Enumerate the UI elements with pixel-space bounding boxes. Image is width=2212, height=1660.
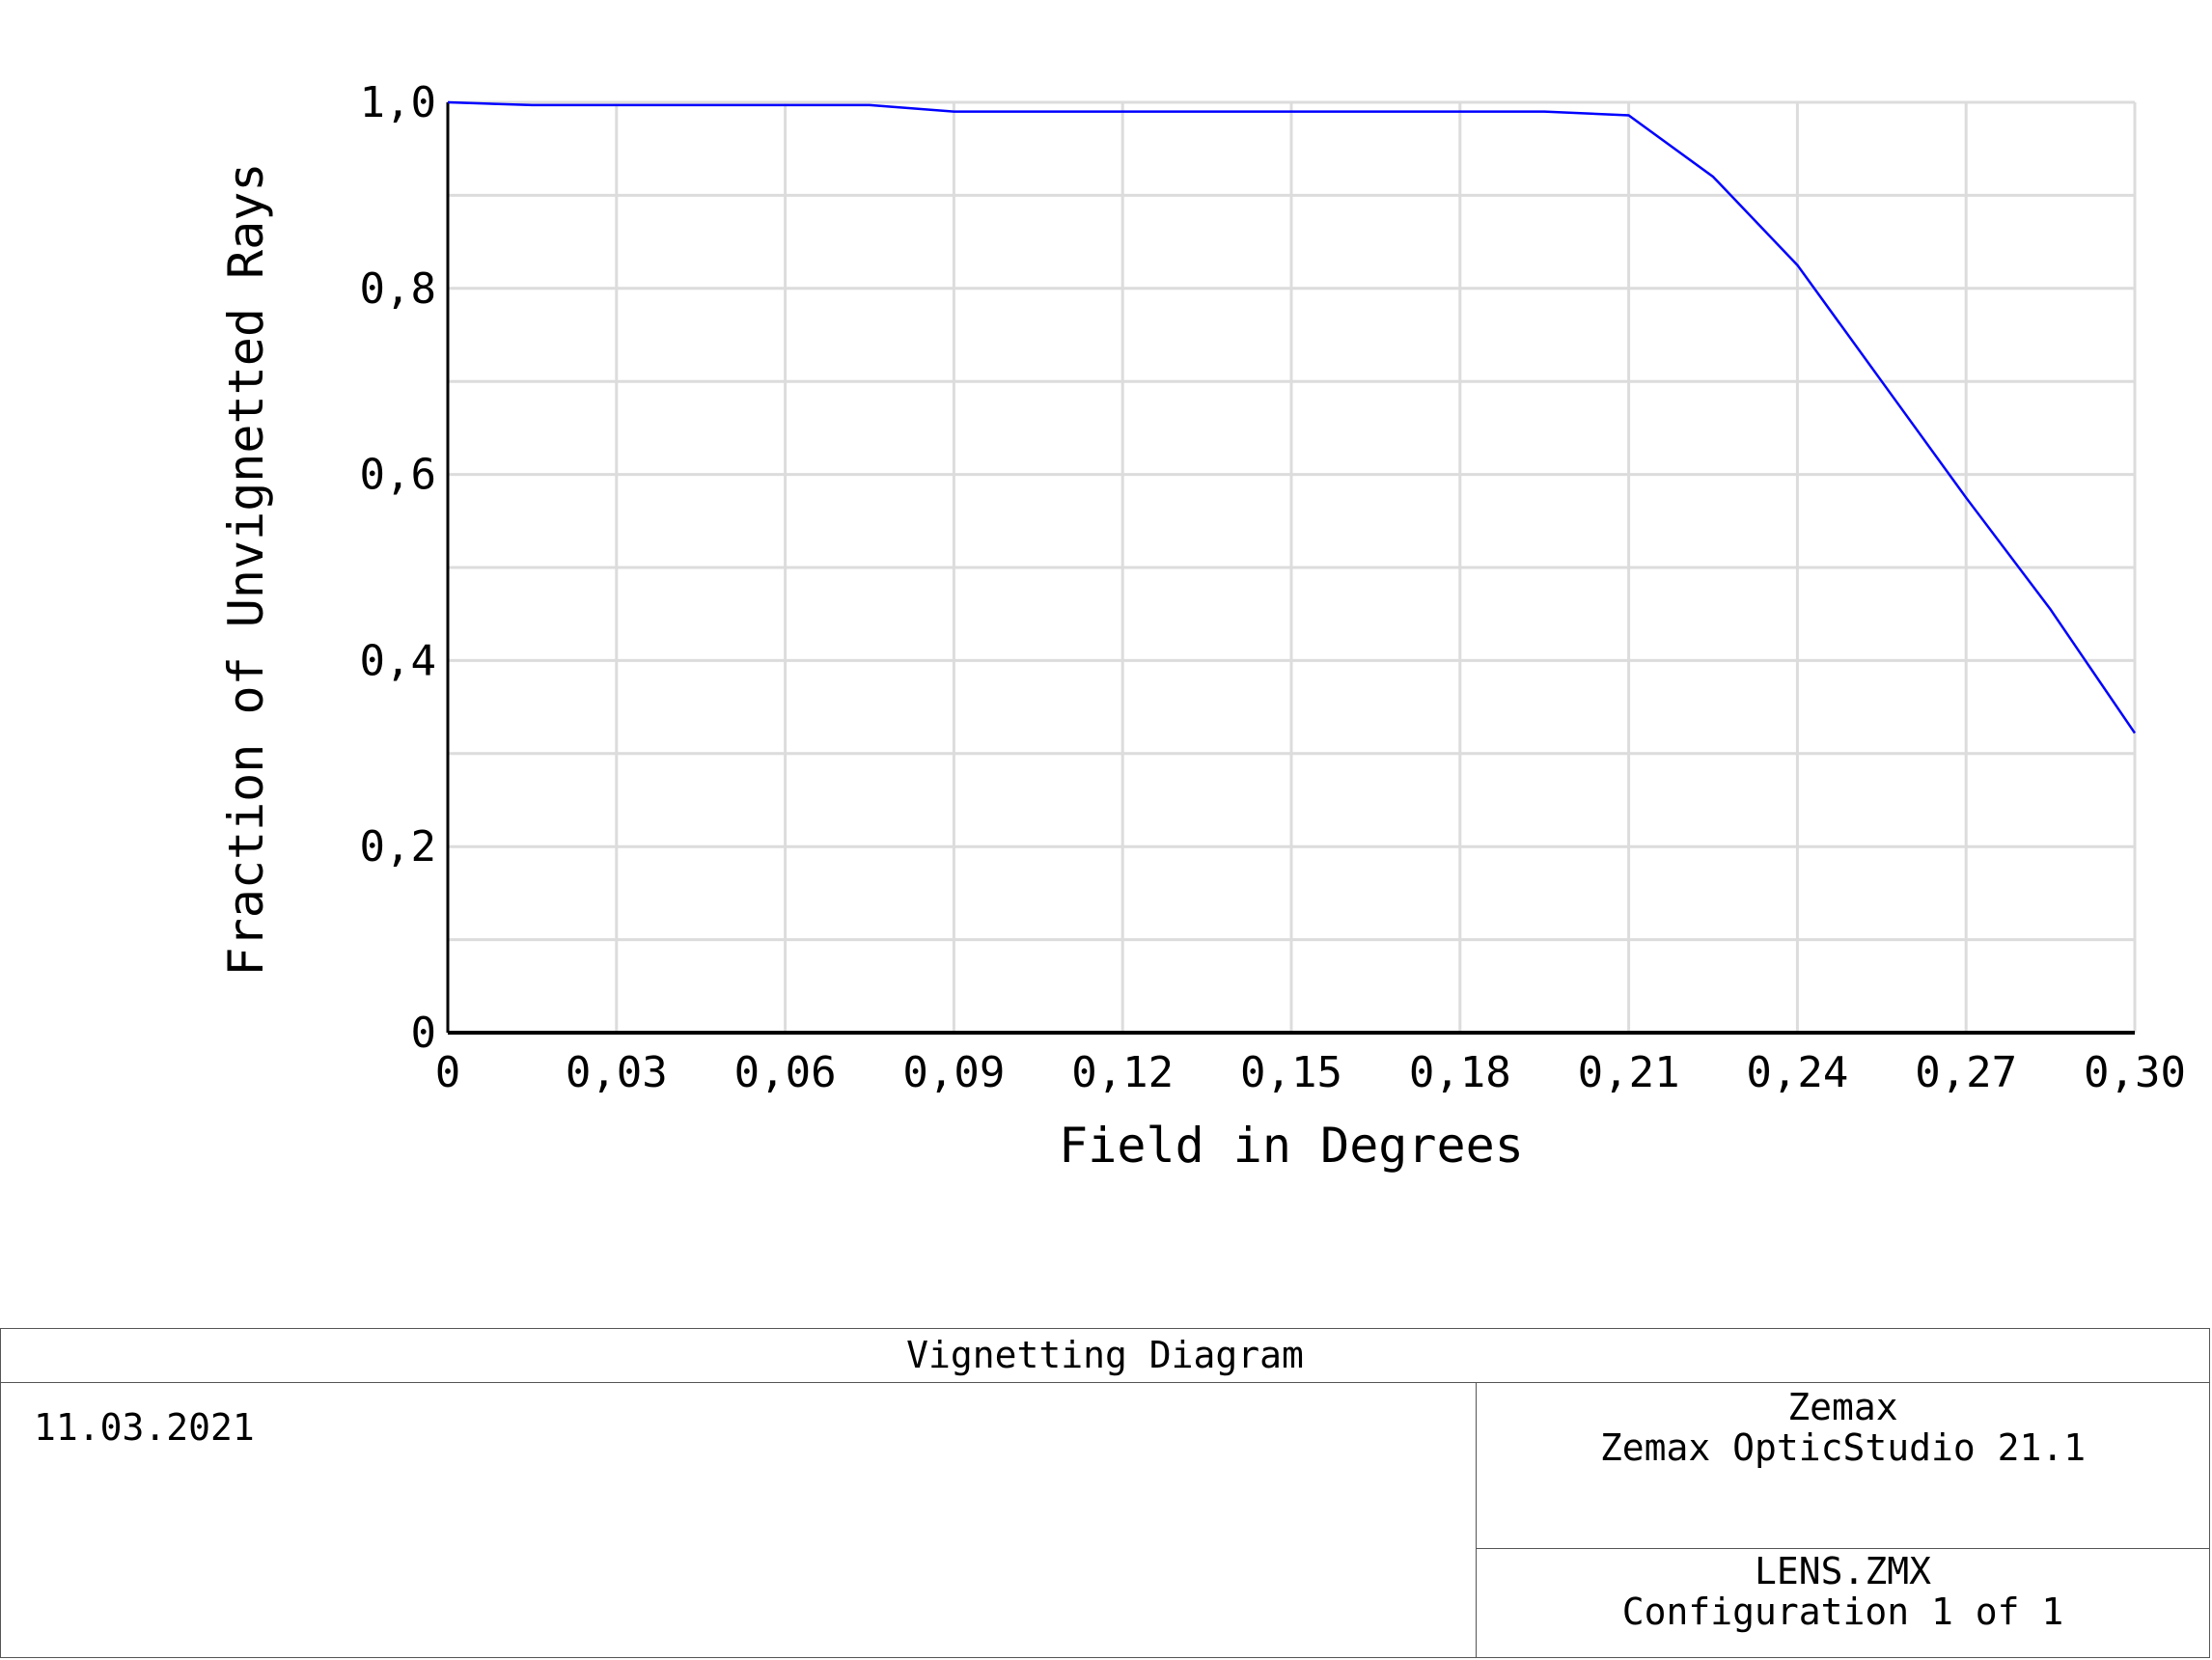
company-label: Zemax: [1787, 1386, 1898, 1428]
y-tick-labels: 0 0,2 0,4 0,6 0,8 1,0: [360, 78, 436, 1058]
grid: [446, 100, 2137, 1035]
y-tick-label: 0,4: [360, 636, 436, 685]
x-tick-label: 0,24: [1746, 1048, 1848, 1097]
x-tick-label: 0,09: [902, 1048, 1005, 1097]
series-line: [447, 100, 2137, 734]
x-tick-labels: 0 0,03 0,06 0,09 0,12 0,15 0,18 0,21 0,24 0,27 0,3…: [435, 1048, 2186, 1097]
diagram-title: Vignetting Diagram: [1, 1329, 2209, 1383]
y-tick-label: 0,6: [360, 451, 436, 500]
axes: [446, 102, 2135, 1035]
x-tick-label: 0: [435, 1048, 461, 1097]
x-tick-label: 0,27: [1915, 1048, 2017, 1097]
x-axis-title: Field in Degrees: [1059, 1118, 1524, 1174]
x-tick-label: 0,18: [1409, 1048, 1511, 1097]
date-label: 11.03.2021: [34, 1406, 255, 1449]
series-layer: [447, 100, 2137, 734]
software-info: Zemax Zemax OpticStudio 21.1: [1476, 1383, 2209, 1549]
y-tick-label: 1,0: [360, 78, 436, 127]
x-tick-label: 0,06: [734, 1048, 837, 1097]
y-tick-label: 0: [411, 1009, 437, 1058]
x-tick-label: 0,03: [566, 1048, 668, 1097]
software-label: Zemax OpticStudio 21.1: [1599, 1426, 2087, 1469]
x-tick-label: 0,30: [2084, 1048, 2186, 1097]
y-axis-title: Fraction of Unvignetted Rays: [218, 163, 274, 977]
configuration-label: Configuration 1 of 1: [1621, 1591, 2064, 1633]
x-tick-label: 0,21: [1578, 1048, 1680, 1097]
x-tick-label: 0,12: [1071, 1048, 1174, 1097]
y-tick-label: 0,2: [360, 822, 436, 872]
file-label: LENS.ZMX: [1754, 1550, 1932, 1592]
vignetting-chart: 0 0,03 0,06 0,09 0,12 0,15 0,18 0,21 0,24 0,27 0,3…: [218, 78, 2186, 1174]
y-tick-label: 0,8: [360, 264, 436, 314]
title-block-left: 11.03.2021: [1, 1383, 1476, 1657]
file-info: LENS.ZMX Configuration 1 of 1: [1476, 1549, 2209, 1657]
x-tick-label: 0,15: [1240, 1048, 1342, 1097]
title-block: Vignetting Diagram 11.03.2021 Zemax Zema…: [0, 1328, 2210, 1658]
